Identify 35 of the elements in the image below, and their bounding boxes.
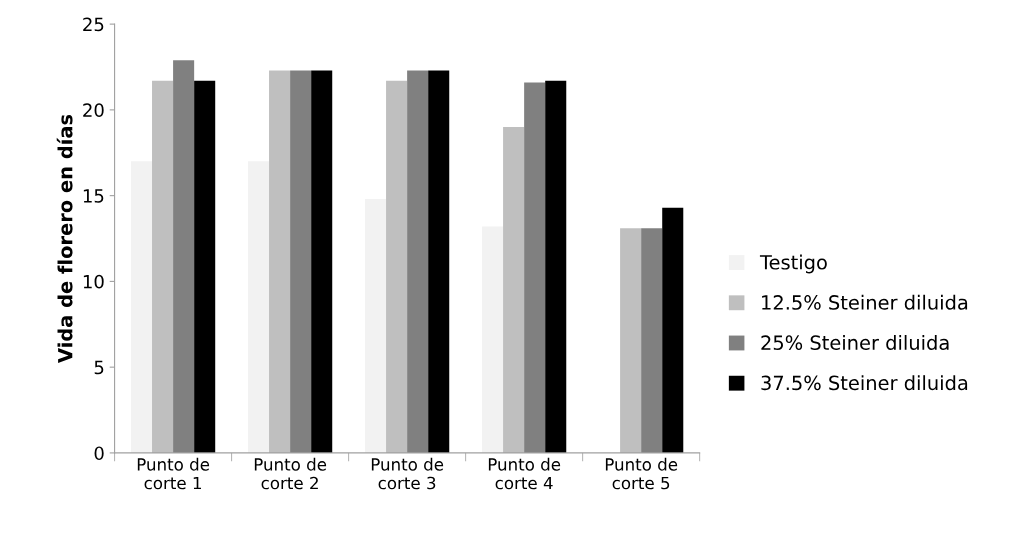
bar [269,70,291,453]
bar [365,199,387,453]
bar [662,207,684,453]
bar [311,70,333,453]
y-tick-label: 10 [83,274,104,289]
bar [194,80,216,453]
x-tick-label: Punto de corte 2 [254,457,327,490]
y-tick-label: 20 [83,103,104,117]
y-tick-label: 15 [83,189,104,203]
y-tick-label: 25 [83,17,104,32]
x-tick-label: Punto de corte 3 [371,457,444,490]
bar [503,127,525,453]
bar [620,228,642,453]
bar [407,70,429,453]
x-tick-label: Punto de corte 5 [605,457,678,490]
legend-label: 37.5% Steiner diluida [761,375,968,391]
legend-label: 12.5% Steiner diluida [762,294,968,310]
bar [247,161,270,453]
bar [130,161,153,453]
legend-label: 25% Steiner diluida [761,334,949,351]
x-tick-label: Punto de corte 1 [137,457,210,490]
bar [386,80,408,453]
bar [428,70,450,453]
bar [152,80,174,453]
bar [482,226,504,453]
bar [641,228,663,453]
bar [524,82,546,453]
x-tick-label: Punto de corte 4 [488,457,561,490]
y-tick-label: 0 [94,446,104,461]
y-axis-title: Vida de florero en días [56,114,73,363]
legend-label: Testigo [759,254,827,274]
bar [290,70,312,453]
y-tick-label: 5 [94,360,104,375]
bar [545,80,567,453]
bar [173,60,195,453]
